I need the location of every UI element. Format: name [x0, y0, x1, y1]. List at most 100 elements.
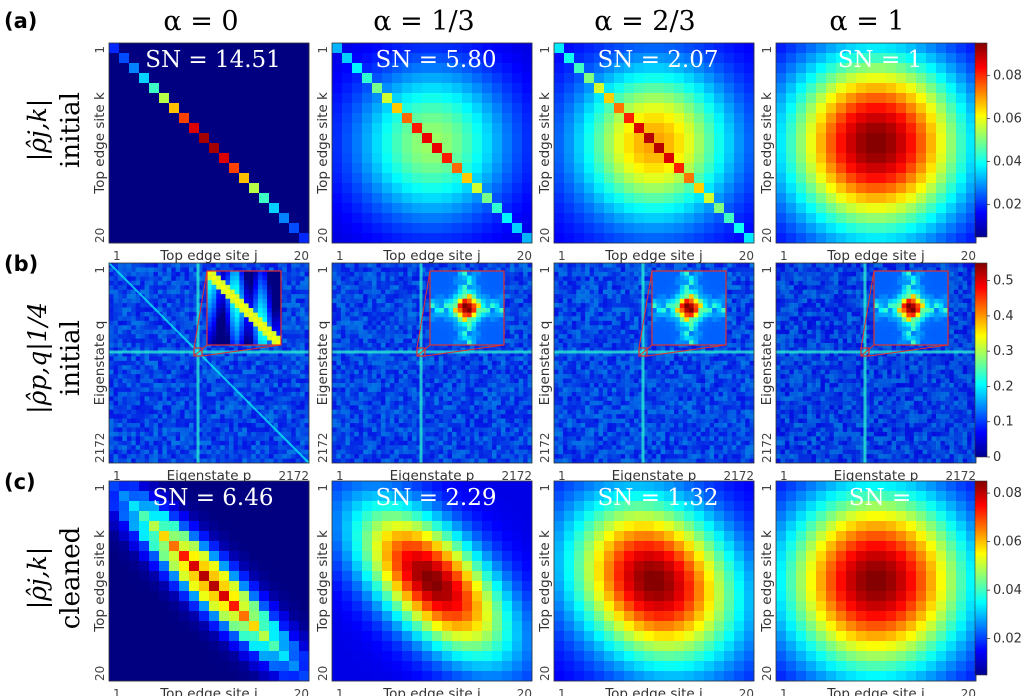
heatmap-cell: [512, 83, 523, 94]
heatmap-cell: [215, 396, 221, 401]
heatmap-cell: [199, 73, 210, 84]
heatmap-cell: [684, 113, 695, 124]
heatmap-cell: [269, 153, 280, 164]
heatmap-cell: [117, 351, 123, 357]
heatmap-cell: [211, 423, 216, 428]
inset-cell: [257, 289, 263, 295]
heatmap-cell: [113, 365, 119, 370]
heatmap-cell: [162, 436, 167, 441]
heatmap-cell: [422, 113, 433, 124]
heatmap-cell: [229, 133, 240, 144]
heatmap-cell: [412, 303, 417, 308]
heatmap-cell: [291, 454, 296, 459]
heatmap-cell: [704, 143, 715, 154]
heatmap-cell: [224, 387, 230, 393]
heatmap-cell: [856, 173, 867, 184]
heatmap-cell: [149, 233, 160, 244]
heatmap-cell: [380, 303, 386, 308]
heatmap-cell: [166, 289, 172, 295]
heatmap-cell: [113, 276, 119, 281]
heatmap-cell: [340, 267, 346, 273]
inset-cell: [225, 298, 231, 304]
heatmap-cell: [180, 325, 185, 330]
heatmap-cell: [644, 63, 655, 74]
heatmap-cell: [233, 369, 239, 375]
inset-cell: [248, 271, 254, 276]
heatmap-cell: [295, 351, 301, 357]
heatmap-cell: [126, 440, 132, 446]
heatmap-cell: [175, 374, 181, 379]
heatmap-cell: [349, 334, 355, 339]
heatmap-cell: [407, 351, 413, 357]
heatmap-cell: [166, 347, 172, 353]
heatmap-cell: [527, 334, 533, 339]
heatmap-cell: [846, 53, 857, 64]
heatmap-cell: [336, 347, 342, 353]
inset-cell: [211, 289, 217, 295]
heatmap-cell: [159, 113, 170, 124]
heatmap-cell: [460, 263, 466, 268]
heatmap-cell: [634, 203, 645, 214]
x-tick-label: 1: [558, 249, 566, 263]
heatmap-cell: [299, 133, 310, 144]
heatmap-cell: [249, 63, 260, 74]
heatmap-cell: [269, 387, 274, 393]
heatmap-cell: [175, 414, 181, 419]
heatmap-cell: [180, 303, 185, 308]
heatmap-cell: [724, 183, 735, 194]
heatmap-cell: [169, 203, 180, 214]
heatmap-cell: [239, 83, 250, 94]
heatmap-cell: [826, 43, 837, 54]
heatmap-cell: [523, 271, 528, 277]
heatmap-cell: [394, 263, 399, 268]
heatmap-cell: [906, 213, 917, 224]
heatmap-cell: [180, 458, 185, 464]
heatmap-cell: [157, 343, 163, 348]
heatmap-cell: [166, 263, 172, 268]
heatmap-cell: [505, 347, 510, 353]
heatmap-cell: [140, 454, 145, 459]
heatmap-cell: [291, 374, 296, 379]
heatmap-cell: [714, 203, 725, 214]
heatmap-cell: [159, 213, 170, 224]
heatmap-cell: [140, 409, 145, 415]
heatmap-cell: [171, 427, 176, 433]
heatmap-cell: [896, 93, 907, 104]
heatmap-cell: [304, 347, 310, 353]
x-axis-label: Top edge site j: [382, 248, 481, 264]
heatmap-cell: [171, 414, 176, 419]
heatmap-cell: [856, 203, 867, 214]
heatmap-cell: [197, 440, 203, 446]
heatmap-cell: [518, 325, 524, 330]
heatmap-cell: [129, 233, 140, 244]
heatmap-cell: [289, 63, 300, 74]
heatmap-cell: [255, 351, 261, 357]
heatmap-cell: [193, 311, 199, 317]
heatmap-cell: [412, 320, 417, 326]
heatmap-cell: [117, 360, 123, 366]
heatmap-cell: [403, 294, 408, 299]
heatmap-cell: [304, 356, 310, 361]
inset-cell: [220, 340, 226, 346]
heatmap-cell: [233, 391, 239, 397]
heatmap-cell: [482, 153, 493, 164]
heatmap-cell: [295, 280, 301, 286]
heatmap-cell: [229, 267, 234, 273]
heatmap-cell: [594, 143, 605, 154]
heatmap-cell: [382, 203, 393, 214]
heatmap-cell: [816, 123, 827, 134]
heatmap-cell: [349, 351, 355, 357]
heatmap-cell: [131, 267, 136, 273]
heatmap-cell: [255, 347, 261, 353]
heatmap-cell: [279, 63, 290, 74]
heatmap-cell: [394, 294, 399, 299]
heatmap-cell: [135, 436, 141, 441]
heatmap-cell: [744, 203, 755, 214]
heatmap-cell: [776, 53, 787, 64]
inset-cell: [207, 294, 212, 299]
heatmap-cell: [492, 193, 503, 204]
heatmap-cell: [866, 173, 877, 184]
heatmap-cell: [286, 436, 292, 441]
heatmap-cell: [432, 103, 443, 114]
heatmap-cell: [664, 43, 675, 54]
